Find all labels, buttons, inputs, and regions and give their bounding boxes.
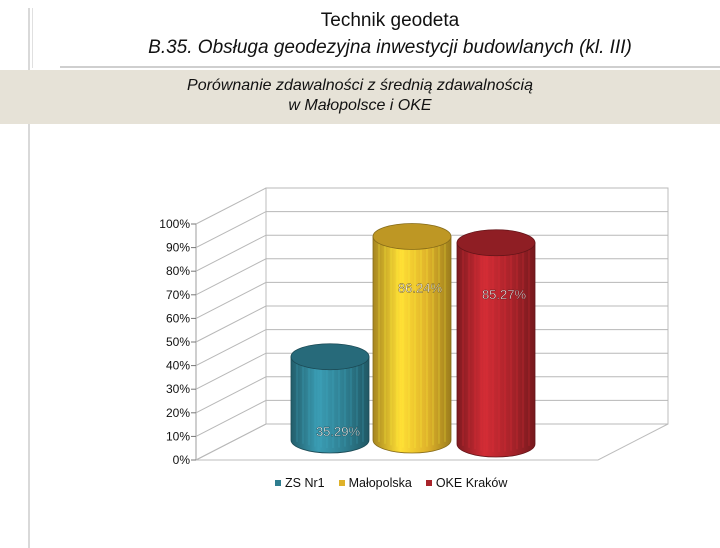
legend-item: ZS Nr1: [275, 476, 325, 490]
y-tick-label: 20%: [166, 406, 190, 420]
bar-top: [372, 223, 452, 250]
page-subtitle: B.35. Obsługa geodezyjna inwestycji budo…: [148, 37, 632, 58]
legend-label: ZS Nr1: [285, 476, 325, 490]
page-title: Technik geodeta: [320, 10, 460, 31]
legend-swatch: [275, 480, 281, 486]
gridline: [195, 234, 668, 272]
legend-item: OKE Kraków: [425, 476, 508, 490]
y-tick-label: 10%: [166, 429, 190, 443]
y-tick-label: 90%: [166, 241, 190, 255]
legend-swatch: [338, 480, 345, 486]
legend-label: Małopolska: [348, 476, 412, 490]
chart-legend: ZS Nr1 Małopolska OKE Kraków: [275, 476, 507, 490]
chart-title-line-1: Porównanie zdawalności z średnią zdawaln…: [187, 77, 533, 94]
y-tick-label: 70%: [166, 288, 190, 302]
data-label: 85.27%: [482, 287, 527, 302]
y-tick-label: 100%: [159, 217, 190, 231]
gridline: [195, 211, 668, 249]
slide-corner-frame: [28, 8, 44, 548]
legend-swatch: [425, 480, 432, 486]
y-tick-label: 30%: [166, 382, 190, 396]
bar-oke-krak-w: [456, 242, 536, 458]
bar-top: [456, 229, 536, 257]
bar-ma-opolska: [372, 236, 452, 454]
bar-top: [290, 343, 370, 371]
y-tick-label: 40%: [166, 359, 190, 373]
data-label: 86.24%: [398, 280, 443, 295]
chart-title: Porównanie zdawalności z średnią zdawaln…: [0, 70, 720, 124]
y-tick-label: 50%: [166, 335, 190, 349]
data-label: 35.29%: [316, 424, 361, 439]
legend-label: OKE Kraków: [435, 476, 508, 490]
gridline: [195, 187, 668, 225]
y-tick-label: 60%: [166, 311, 190, 325]
y-tick-label: 80%: [166, 264, 190, 278]
chart-title-line-2: w Małopolsce i OKE: [288, 97, 432, 114]
title-divider: [60, 66, 720, 68]
y-tick-label: 0%: [173, 453, 191, 467]
legend-item: Małopolska: [338, 476, 412, 490]
bar-zs-nr1: [290, 356, 370, 454]
